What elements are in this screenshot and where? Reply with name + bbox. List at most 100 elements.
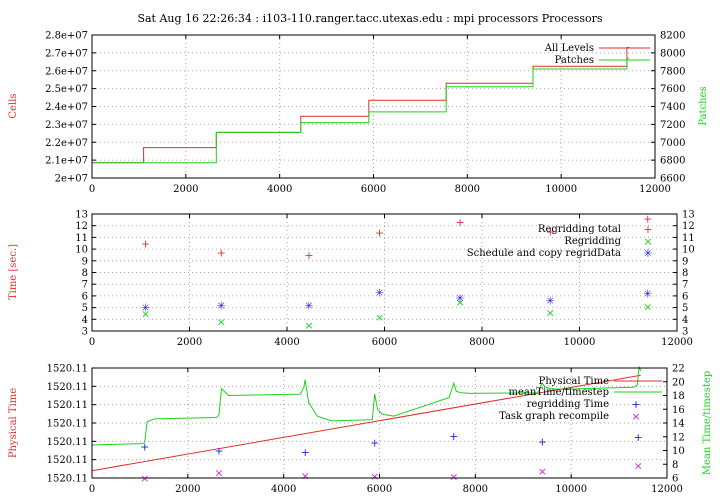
- plot-marks: [92, 47, 630, 164]
- legend-label: All Levels: [544, 43, 594, 54]
- y2-tick-label: 7600: [660, 84, 685, 95]
- y2-tick-label: 12: [672, 432, 685, 443]
- series-regridding-point: ×: [546, 306, 555, 319]
- y-tick-label: 10: [75, 245, 88, 256]
- y2-tick-label: 8000: [660, 48, 685, 59]
- y2-tick-labels: 6600 6800 7000 7200 7400 7600 7800 8000 8200: [660, 31, 685, 185]
- series-meantime-timestep-line: [91, 366, 642, 446]
- x-tick-label: 0: [89, 337, 95, 348]
- legend-marker: +: [631, 398, 640, 411]
- x-tick-labels: 0 2000 4000 6000 8000 10000 12000: [89, 484, 683, 495]
- legend-label: Physical Time: [539, 376, 609, 387]
- panel-cells-patches: 0 2000 4000 6000 8000 10000 12000 2e+07 2.1e+07…: [8, 31, 709, 196]
- series-regridding-point: ×: [643, 300, 652, 313]
- y-tick-label: 1520.11: [47, 419, 88, 430]
- y-tick-label: 9: [82, 256, 88, 267]
- legend: Regridding total + Regridding × Schedule…: [467, 223, 653, 260]
- y-tick-labels: 1520.11 1520.11 1520.11 1520.11 1520.11 1520.…: [47, 364, 88, 485]
- legend-label: regridding Time: [527, 399, 609, 410]
- panel-physical-time: + + ++ + + +× × × × × × × 0 2000 4000 6000 8000 10000 120…: [8, 364, 713, 496]
- legend-marker: +: [643, 223, 652, 236]
- series-task-graph-recompile-point: ×: [370, 470, 379, 483]
- series-physical-time-line: [91, 374, 641, 472]
- legend-label: Regridding total: [538, 224, 621, 235]
- legend: Physical Time meanTime/timestep regriddi…: [499, 376, 662, 423]
- series-regridding-time-point: +: [538, 436, 547, 449]
- y-tick-label: 8: [82, 268, 88, 279]
- series-schedule-and-copy-regriddata-point: ✳: [455, 292, 464, 305]
- series-regridding-total-point: +: [217, 247, 226, 260]
- y2-tick-label: 12: [682, 221, 695, 232]
- y2-tick-label: 13: [682, 210, 695, 221]
- x-tick-label: 8000: [463, 484, 488, 495]
- y-tick-labels: 2e+07 2.1e+07 2.2e+07 2.3e+07 2.4e+07 2.5e+07…: [45, 31, 88, 185]
- series-regridding-point: ×: [304, 319, 313, 332]
- x-tick-label: 4000: [274, 337, 299, 348]
- legend-label: Task graph recompile: [499, 411, 609, 422]
- x-tick-label: 12000: [651, 484, 683, 495]
- x-tick-label: 10000: [555, 484, 587, 495]
- series-regridding-point: ×: [375, 311, 384, 324]
- series-regridding-point: ×: [141, 307, 150, 320]
- y2-tick-label: 18: [672, 391, 685, 402]
- plot-frame: [91, 34, 656, 179]
- y2-tick-label: 22: [672, 364, 685, 375]
- y-tick-label: 1520.11: [47, 400, 88, 411]
- series-schedule-and-copy-regriddata-point: ✳: [304, 299, 313, 312]
- y-tick-label: 2.2e+07: [45, 138, 88, 149]
- x-tick-label: 2000: [173, 184, 198, 195]
- y2-tick-label: 4: [682, 315, 688, 326]
- y2-tick-labels: 6 8 10 12 14 16 18 20 22: [672, 364, 685, 485]
- x-tick-label: 2000: [177, 337, 202, 348]
- y2-tick-label: 20: [672, 377, 685, 388]
- legend-marker: ×: [643, 235, 652, 248]
- series-schedule-and-copy-regriddata-point: ✳: [546, 295, 555, 308]
- x-tick-labels: 0 2000 4000 6000 8000 10000 12000: [89, 337, 693, 348]
- y-tick-label: 2.4e+07: [45, 102, 88, 113]
- x-tick-label: 6000: [372, 337, 397, 348]
- y2-tick-label: 7: [682, 280, 688, 291]
- legend-marker: ✳: [643, 247, 652, 260]
- series-patches-line: [92, 57, 630, 164]
- y2-tick-label: 6600: [660, 174, 685, 185]
- y2-tick-label: 8200: [660, 31, 685, 42]
- series-schedule-and-copy-regriddata-point: ✳: [643, 288, 652, 301]
- y2-tick-label: 10: [672, 446, 685, 457]
- y-tick-label: 11: [75, 233, 88, 244]
- series-regridding-time-point: +: [214, 445, 223, 458]
- x-tick-label: 6000: [361, 184, 386, 195]
- series-task-graph-recompile-point: ×: [214, 467, 223, 480]
- series-all-levels-line: [92, 47, 630, 164]
- series-regridding-total-point: +: [643, 213, 652, 226]
- y2-tick-label: 7000: [660, 138, 685, 149]
- plot-frame: [91, 213, 678, 332]
- legend-label: meanTime/timestep: [508, 387, 609, 398]
- y-tick-label: 2.6e+07: [45, 66, 88, 77]
- y-tick-label: 6: [82, 291, 88, 302]
- legend-label: Patches: [555, 55, 594, 66]
- figure-title: Sat Aug 16 22:26:34 : i103-110.ranger.ta…: [137, 12, 602, 25]
- series-regridding-total-point: +: [304, 249, 313, 262]
- y-tick-label: 12: [75, 221, 88, 232]
- series-task-graph-recompile-point: ×: [538, 465, 547, 478]
- series-regridding-point: ×: [217, 316, 226, 329]
- series-regridding-point: ×: [455, 296, 464, 309]
- y-tick-label: 3: [82, 327, 88, 338]
- y-tick-label: 5: [82, 303, 88, 314]
- y2-tick-label: 8: [682, 268, 688, 279]
- y2-tick-label: 9: [682, 256, 688, 267]
- y-axis-label: Physical Time: [8, 388, 19, 458]
- y2-tick-label: 6: [682, 291, 688, 302]
- y-tick-label: 1520.11: [47, 364, 88, 375]
- y-tick-label: 7: [82, 280, 88, 291]
- x-tick-label: 10000: [545, 184, 577, 195]
- y2-tick-label: 7800: [660, 66, 685, 77]
- series-regridding-time-point: +: [370, 436, 379, 449]
- series-task-graph-recompile-point: ×: [301, 469, 310, 482]
- y-tick-label: 2.7e+07: [45, 48, 88, 59]
- plot-marks: + + ++ + + +× × × × × × ×: [91, 366, 643, 485]
- x-tick-label: 2000: [175, 484, 200, 495]
- series-regridding-total-point: +: [455, 216, 464, 229]
